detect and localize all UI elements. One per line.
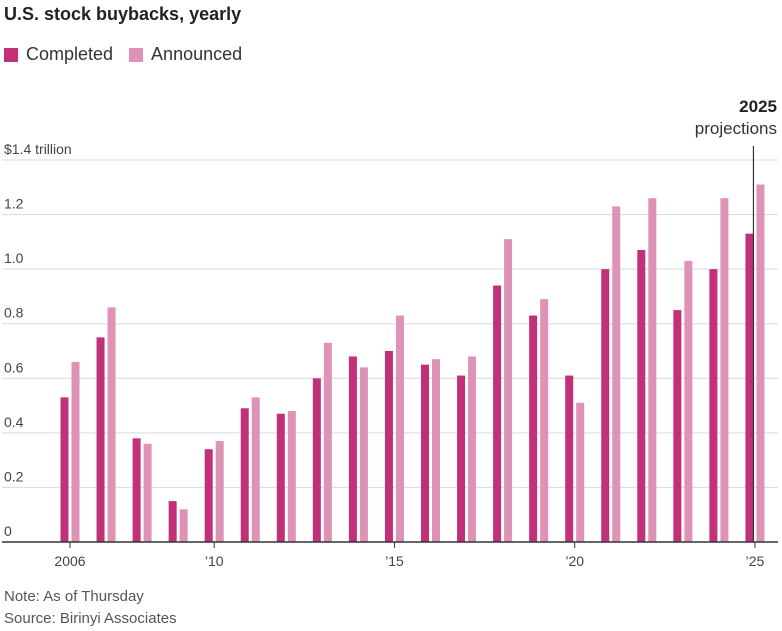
bar-completed-2024: [709, 269, 718, 542]
bar-completed-2008: [132, 438, 141, 542]
bar-completed-2022: [637, 250, 646, 543]
bar-announced-2021: [612, 206, 621, 542]
source-text: Source: Birinyi Associates: [4, 610, 177, 627]
legend-item-completed: Completed: [4, 44, 113, 65]
legend-item-announced: Announced: [129, 44, 242, 65]
bar-completed-2011: [240, 408, 249, 542]
y-tick-label-5: 1.0: [4, 250, 24, 266]
bar-announced-2010: [215, 441, 224, 542]
bar-completed-2009: [168, 501, 177, 542]
x-tick-label-2025: ’25: [746, 553, 765, 569]
bar-announced-2024: [720, 198, 729, 542]
y-tick-label-2: 0.4: [4, 414, 24, 430]
bar-completed-2025: [745, 233, 754, 542]
y-tick-label-0: 0: [4, 523, 12, 539]
bar-announced-2006: [71, 361, 80, 542]
x-tick-label-2020: ’20: [565, 553, 584, 569]
bar-announced-2015: [395, 315, 404, 542]
bar-announced-2025: [756, 184, 765, 543]
bar-announced-2023: [684, 260, 693, 542]
bar-announced-2009: [179, 509, 188, 542]
y-tick-label-6: 1.2: [4, 196, 24, 212]
bar-completed-2021: [601, 269, 610, 542]
bar-announced-2013: [323, 342, 332, 542]
bar-announced-2007: [107, 307, 116, 542]
x-tick-label-2015: ’15: [385, 553, 404, 569]
legend-label-completed: Completed: [26, 44, 114, 64]
bar-announced-2017: [468, 356, 477, 542]
bar-completed-2012: [276, 413, 285, 542]
bar-announced-2011: [251, 397, 260, 542]
bar-completed-2013: [312, 378, 321, 542]
bar-completed-2014: [348, 356, 357, 542]
legend: Completed Announced: [4, 44, 258, 65]
y-tick-label-7: $1.4 trillion: [4, 141, 72, 157]
bar-announced-2022: [648, 198, 657, 542]
note-text: Note: As of Thursday: [4, 588, 144, 605]
bar-announced-2016: [432, 359, 440, 542]
bar-completed-2016: [421, 364, 429, 542]
bar-completed-2017: [457, 375, 466, 542]
legend-swatch-announced: [129, 47, 144, 62]
projection-label: projections: [695, 119, 777, 138]
bar-completed-2019: [529, 315, 538, 542]
bar-announced-2008: [143, 443, 152, 542]
x-tick-label-2006: 2006: [54, 553, 85, 569]
chart-title: U.S. stock buybacks, yearly: [4, 4, 242, 24]
chart-notes: Note: As of Thursday Source: Birinyi Ass…: [4, 586, 177, 630]
y-tick-label-4: 0.8: [4, 305, 24, 321]
bar-completed-2023: [673, 310, 682, 542]
bar-announced-2012: [287, 411, 296, 542]
legend-label-announced: Announced: [151, 44, 243, 64]
projection-year-label: 2025: [739, 97, 777, 116]
y-tick-label-1: 0.2: [4, 468, 24, 484]
bar-announced-2018: [504, 239, 513, 542]
bar-announced-2014: [359, 367, 368, 542]
bar-announced-2020: [576, 402, 585, 542]
bar-completed-2006: [60, 397, 69, 542]
bar-completed-2020: [565, 375, 574, 542]
bar-completed-2010: [204, 449, 213, 542]
legend-swatch-completed: [4, 47, 18, 62]
bar-announced-2019: [540, 299, 549, 542]
y-tick-label-3: 0.6: [4, 359, 24, 375]
bar-completed-2007: [96, 337, 105, 542]
bar-completed-2015: [384, 351, 393, 542]
x-tick-label-2010: ’10: [205, 553, 224, 569]
bar-completed-2018: [493, 285, 502, 542]
